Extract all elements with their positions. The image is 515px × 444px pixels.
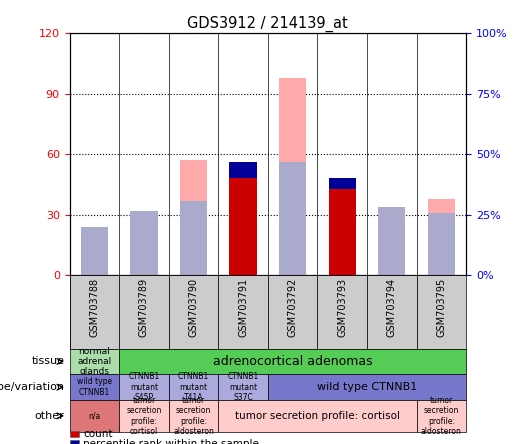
Text: count: count xyxy=(83,429,112,439)
Bar xyxy=(268,275,317,349)
Text: wild type CTNNB1: wild type CTNNB1 xyxy=(317,382,417,392)
Bar xyxy=(119,374,168,400)
Bar xyxy=(180,201,207,275)
Bar xyxy=(70,431,79,437)
Text: GSM703795: GSM703795 xyxy=(436,278,447,337)
Text: tumor
secretion
profile:
cortisol: tumor secretion profile: cortisol xyxy=(126,396,162,436)
Bar xyxy=(119,275,168,349)
Bar xyxy=(279,78,306,275)
Bar xyxy=(168,275,218,349)
Text: GSM703791: GSM703791 xyxy=(238,278,248,337)
Bar xyxy=(229,163,256,178)
Bar xyxy=(180,160,207,275)
Text: GSM703790: GSM703790 xyxy=(188,278,198,337)
Bar xyxy=(168,374,218,400)
Text: adrenocortical adenomas: adrenocortical adenomas xyxy=(213,355,372,368)
Text: other: other xyxy=(35,411,64,421)
Bar xyxy=(119,400,168,432)
Bar xyxy=(218,275,268,349)
Bar xyxy=(378,209,405,275)
Bar xyxy=(119,349,466,374)
Bar xyxy=(70,275,119,349)
Text: tumor
secretion
profile:
aldosteron: tumor secretion profile: aldosteron xyxy=(173,396,214,436)
Bar xyxy=(229,178,256,275)
Bar xyxy=(367,275,417,349)
Text: CTNNB1
mutant
S37C: CTNNB1 mutant S37C xyxy=(228,372,259,402)
Text: n/a: n/a xyxy=(88,411,100,420)
Bar xyxy=(81,235,108,275)
Text: GSM703794: GSM703794 xyxy=(387,278,397,337)
Bar xyxy=(229,166,256,275)
Text: wild type
CTNNB1: wild type CTNNB1 xyxy=(77,377,112,397)
Text: GSM703788: GSM703788 xyxy=(89,278,99,337)
Text: tumor
secretion
profile:
aldosteron: tumor secretion profile: aldosteron xyxy=(421,396,462,436)
Text: tumor secretion profile: cortisol: tumor secretion profile: cortisol xyxy=(235,411,400,421)
Text: GDS3912 / 214139_at: GDS3912 / 214139_at xyxy=(187,16,348,32)
Bar xyxy=(81,227,108,275)
Bar xyxy=(427,213,455,275)
Bar xyxy=(417,400,466,432)
Text: CTNNB1
mutant
S45P: CTNNB1 mutant S45P xyxy=(128,372,160,402)
Bar xyxy=(378,207,405,275)
Text: tissue: tissue xyxy=(31,357,64,366)
Bar xyxy=(427,198,455,275)
Bar xyxy=(268,374,466,400)
Bar xyxy=(130,215,158,275)
Bar xyxy=(168,400,218,432)
Bar xyxy=(70,349,119,374)
Text: CTNNB1
mutant
T41A: CTNNB1 mutant T41A xyxy=(178,372,209,402)
Text: GSM703792: GSM703792 xyxy=(287,278,298,337)
Bar xyxy=(130,211,158,275)
Bar xyxy=(70,400,119,432)
Text: percentile rank within the sample: percentile rank within the sample xyxy=(83,439,259,444)
Bar xyxy=(70,440,79,444)
Text: normal
adrenal
glands: normal adrenal glands xyxy=(77,346,111,377)
Bar xyxy=(218,400,417,432)
Text: GSM703789: GSM703789 xyxy=(139,278,149,337)
Text: GSM703793: GSM703793 xyxy=(337,278,347,337)
Bar xyxy=(329,189,356,275)
Bar xyxy=(218,374,268,400)
Bar xyxy=(417,275,466,349)
Bar xyxy=(317,275,367,349)
Bar xyxy=(329,178,356,189)
Bar xyxy=(70,374,119,400)
Text: genotype/variation: genotype/variation xyxy=(0,382,64,392)
Bar xyxy=(279,163,306,275)
